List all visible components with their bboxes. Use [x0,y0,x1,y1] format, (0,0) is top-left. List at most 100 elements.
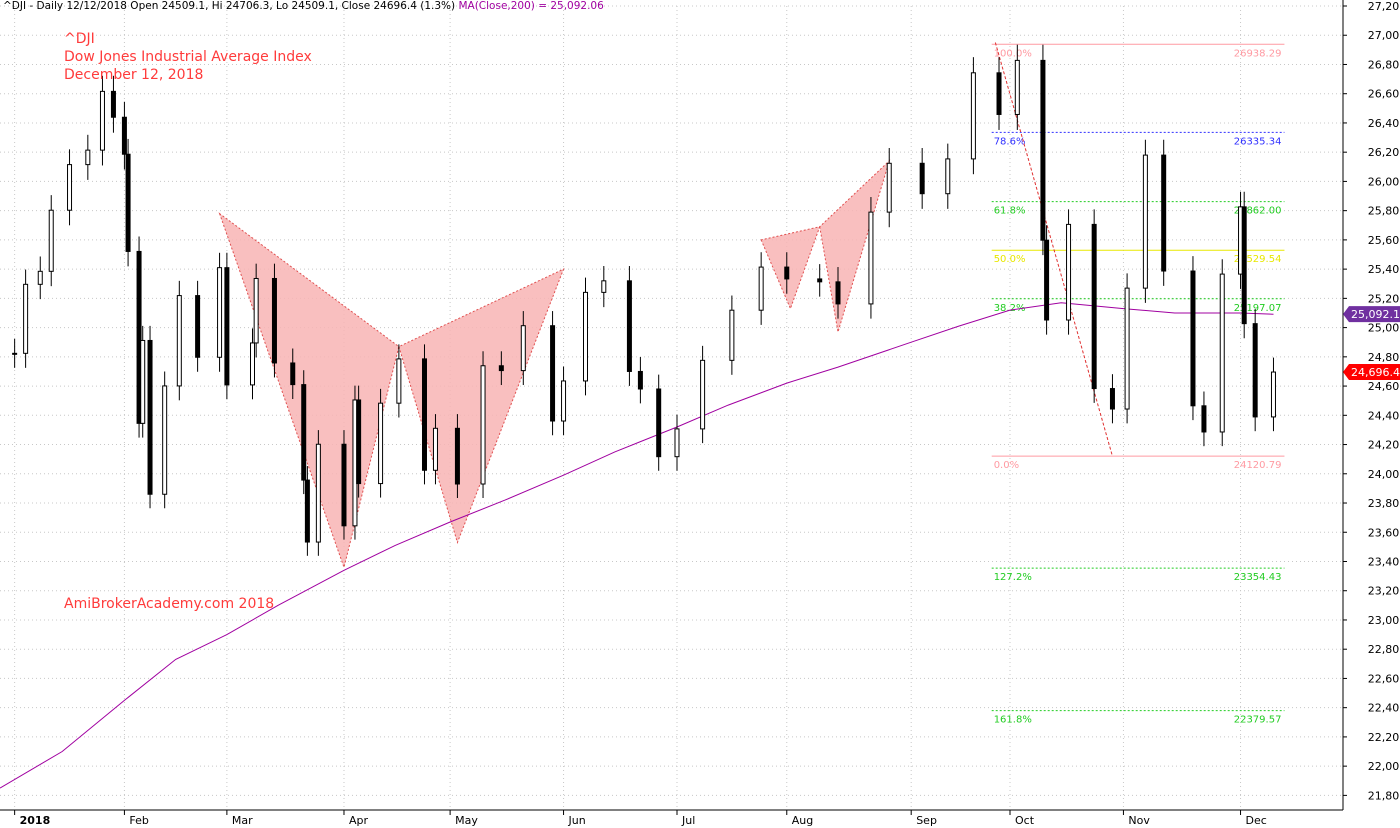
x-tick-label: 2018 [20,814,51,827]
y-tick-label: 27,200 [1368,0,1400,13]
candle-body [396,358,402,404]
candle-body [48,209,54,272]
index-name: Dow Jones Industrial Average Index [64,49,312,65]
candle-body [85,149,91,166]
fib-level-label: 0.0% [994,460,1019,471]
x-tick-label: Apr [349,814,369,827]
y-tick-label: 24,800 [1368,351,1400,364]
candle-body [637,370,643,390]
x-tick-label: Feb [129,814,148,827]
candle-body [656,388,662,458]
candle-body [498,365,504,372]
fib-level-value: 26335.34 [1234,136,1282,147]
fib-level-value: 25862.00 [1234,206,1282,217]
candle-body [136,250,142,424]
y-tick-label: 24,200 [1368,439,1400,452]
fib-level-value: 24120.79 [1234,460,1282,471]
y-tick-label: 26,200 [1368,146,1400,159]
fib-level-label: 127.2% [994,572,1032,583]
candle-body [341,443,347,527]
candle-body [729,309,735,361]
candle-body [217,267,223,358]
candle-body [480,365,486,485]
candle-body [67,164,73,211]
candle-body [886,162,892,213]
last-price-marker-bg [1343,363,1400,380]
candle-body [520,325,526,372]
candle-body [626,280,632,372]
fib-level-label: 100.0% [994,48,1032,59]
ma-value-marker-bg [1343,306,1400,323]
y-tick-label: 22,000 [1368,760,1400,773]
x-tick-label: Jun [568,814,586,827]
candle-body [454,427,460,485]
candle-body [125,153,131,252]
candle-body [304,479,310,543]
candle-body [224,267,230,386]
fib-level-label: 50.0% [994,254,1026,265]
candle-body [1161,154,1167,272]
y-tick-label: 26,800 [1368,58,1400,71]
candle-body [835,281,841,305]
y-tick-label: 25,800 [1368,205,1400,218]
candle-body [1044,239,1050,321]
chart-date: December 12, 2018 [64,67,204,83]
x-tick-label: Dec [1246,814,1267,827]
candle-body [140,339,146,424]
candle-body [1142,154,1148,289]
fib-level-label: 61.8% [994,206,1026,217]
candle-body [1241,206,1247,325]
candle-body [758,266,764,311]
y-tick-label: 22,400 [1368,702,1400,715]
candle-body [550,325,556,422]
y-tick-label: 24,000 [1368,468,1400,481]
y-tick-label: 25,600 [1368,234,1400,247]
fib-level-value: 25197.07 [1234,303,1282,314]
pattern-triangle [819,159,891,333]
candle-body [784,266,790,280]
candle-body [432,427,438,471]
fib-level-label: 38.2% [994,303,1026,314]
y-tick-label: 23,200 [1368,585,1400,598]
x-tick-label: May [455,814,478,827]
candle-body [868,211,874,305]
y-tick-label: 23,400 [1368,555,1400,568]
chart-grid [0,5,1343,810]
fib-level-value: 23354.43 [1234,572,1282,583]
candle-body [195,295,201,358]
candle-body [37,270,43,285]
candle-body [1040,59,1046,241]
fib-level-value: 26938.29 [1234,48,1282,59]
candle-body [817,278,823,283]
candle-body [1109,388,1115,410]
y-tick-label: 22,200 [1368,731,1400,744]
candle-body [271,277,277,364]
y-tick-label: 26,600 [1368,88,1400,101]
axis-value-markers: 25,092.1 24,696.4 [1343,306,1400,380]
pattern-triangle [760,226,821,310]
ma-value-marker-label: 25,092.1 [1351,308,1400,321]
candle-body [110,90,116,118]
x-tick-label: Sep [916,814,937,827]
candle-body [1219,273,1225,433]
ma-200-line [0,302,1274,789]
y-tick-label: 27,000 [1368,29,1400,42]
moving-average-summary: MA(Close,200) = 25,092.06 [458,0,604,12]
watermark-text: AmiBrokerAcademy.com 2018 [64,596,275,612]
candle-body [970,72,976,160]
candle-body [147,339,153,495]
y-tick-label: 25,400 [1368,263,1400,276]
y-tick-label: 23,600 [1368,526,1400,539]
y-tick-label: 22,600 [1368,672,1400,685]
candle-body [561,380,567,422]
moving-average [0,302,1274,789]
candle-body [12,352,18,355]
candle-body [1124,287,1130,410]
candle-body [1066,223,1072,321]
candle-body [421,358,427,471]
candle-body [99,90,105,151]
y-tick-label: 25,200 [1368,292,1400,305]
y-tick-label: 23,000 [1368,614,1400,627]
y-tick-label: 26,400 [1368,117,1400,130]
